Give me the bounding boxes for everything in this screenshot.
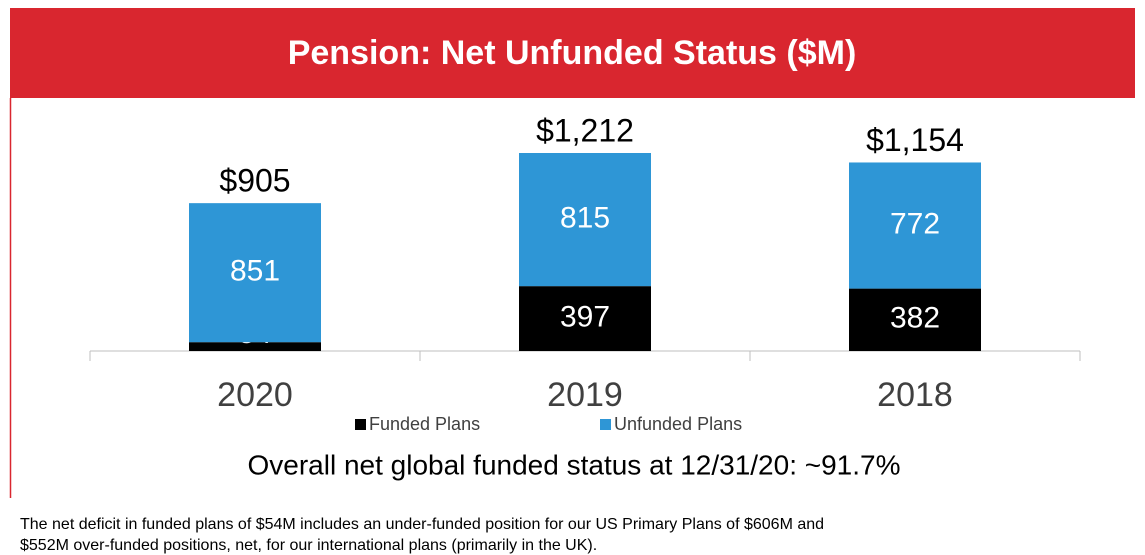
- footnote-line: The net deficit in funded plans of $54M …: [20, 516, 824, 533]
- bar-segment: [189, 203, 321, 343]
- data-label: 382: [890, 302, 940, 335]
- legend-swatch: [355, 419, 366, 430]
- title-banner: [10, 8, 1135, 98]
- legend-label: Unfunded Plans: [614, 414, 742, 434]
- data-label: 772: [890, 207, 940, 240]
- annotation: Overall net global funded status at 12/3…: [247, 449, 900, 480]
- bar-segment: [849, 288, 981, 351]
- bar-segment: [849, 162, 981, 289]
- data-label: 851: [230, 255, 280, 288]
- data-label: 815: [560, 201, 610, 234]
- legend-swatch: [600, 419, 611, 430]
- total-label: $905: [219, 163, 290, 199]
- x-tick-label: 2020: [217, 376, 293, 414]
- bar-segment: [519, 286, 651, 351]
- data-label: 397: [560, 300, 610, 333]
- bar-segment: [519, 153, 651, 287]
- footnote-line: $552M over-funded positions, net, for ou…: [20, 537, 597, 554]
- x-tick-label: 2019: [547, 376, 623, 414]
- legend-label: Funded Plans: [369, 414, 480, 434]
- total-label: $1,154: [866, 122, 964, 158]
- bar-segment: [189, 342, 321, 351]
- x-tick-label: 2018: [877, 376, 953, 414]
- total-label: $1,212: [536, 112, 634, 148]
- chart-title: Pension: Net Unfunded Status ($M): [288, 34, 857, 72]
